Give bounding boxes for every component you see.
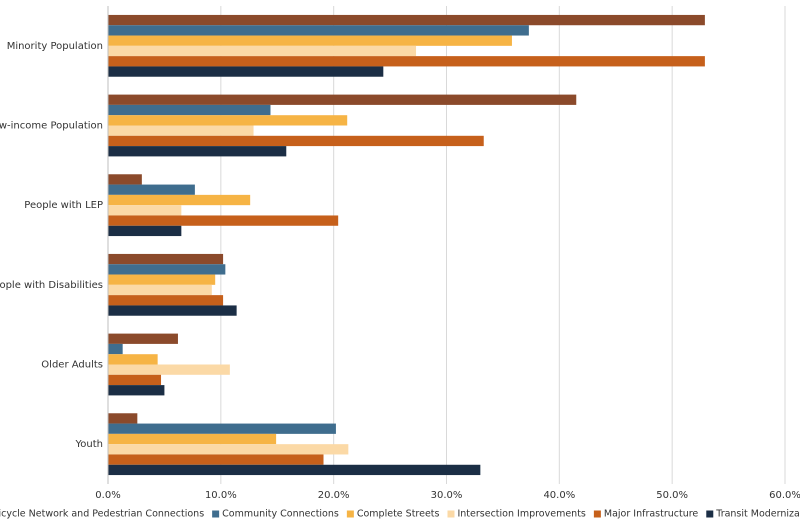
legend-swatch	[212, 510, 220, 518]
bar	[108, 274, 216, 285]
legend-label: Complete Streets	[357, 509, 440, 520]
bar	[108, 333, 178, 344]
bar	[108, 305, 237, 316]
legend-label: Transit Modernization	[715, 509, 800, 520]
legend-label: Bicycle Network and Pedestrian Connectio…	[0, 509, 204, 520]
x-tick-label: 10.0%	[205, 490, 237, 501]
x-tick-label: 30.0%	[431, 490, 463, 501]
bar	[108, 184, 195, 195]
legend-swatch	[447, 510, 455, 518]
x-tick-label: 0.0%	[95, 490, 120, 501]
legend-swatch	[593, 510, 601, 518]
bar	[108, 115, 348, 126]
y-tick-label: Minority Population	[7, 41, 103, 52]
bar	[108, 444, 349, 455]
x-tick-label: 50.0%	[656, 490, 688, 501]
bar	[108, 284, 212, 296]
bar	[108, 264, 226, 275]
bar	[108, 454, 324, 465]
legend-swatch	[346, 510, 354, 518]
y-tick-label: Low-income Population	[0, 121, 103, 132]
bar	[108, 413, 138, 424]
bar	[108, 125, 254, 136]
legend-label: Community Connections	[222, 509, 339, 520]
bar	[108, 45, 417, 57]
y-tick-label: People with LEP	[24, 200, 103, 211]
bar	[108, 104, 271, 116]
bar	[108, 364, 230, 375]
bar	[108, 343, 123, 355]
bar	[108, 423, 336, 434]
bar	[108, 66, 384, 77]
bar	[108, 464, 481, 476]
bar	[108, 94, 577, 105]
y-tick-label: Youth	[75, 439, 104, 450]
bar	[108, 135, 484, 147]
bar	[108, 25, 529, 36]
bar	[108, 253, 224, 265]
bar	[108, 205, 182, 216]
bar	[108, 14, 705, 26]
y-tick-label: Older Adults	[41, 360, 103, 371]
bar	[108, 146, 287, 157]
x-tick-label: 60.0%	[769, 490, 800, 501]
bar	[108, 295, 224, 306]
y-tick-label: People with Disabilities	[0, 280, 103, 291]
legend-swatch	[706, 510, 714, 518]
bar	[108, 225, 182, 237]
x-tick-label: 20.0%	[318, 490, 350, 501]
legend-label: Intersection Improvements	[457, 509, 585, 520]
bar	[108, 174, 142, 185]
bar	[108, 354, 158, 365]
legend-label: Major Infrastructure	[604, 509, 699, 520]
bar	[108, 35, 512, 46]
bar	[108, 374, 162, 386]
bar	[108, 56, 705, 67]
bar	[108, 194, 251, 206]
bar	[108, 385, 165, 396]
x-tick-label: 40.0%	[543, 490, 575, 501]
bar	[108, 433, 277, 445]
bar	[108, 215, 339, 226]
